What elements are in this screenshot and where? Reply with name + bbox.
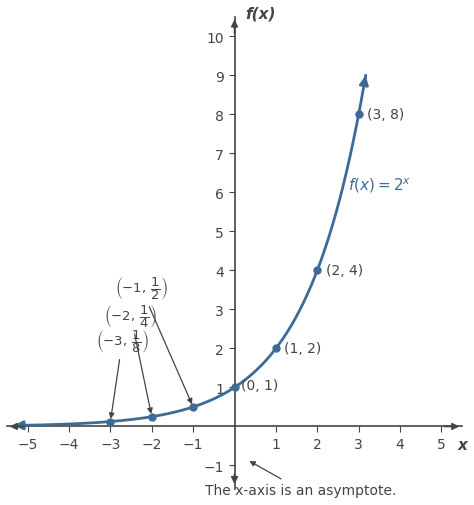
Text: (2, 4): (2, 4): [326, 264, 363, 278]
Text: x: x: [457, 437, 467, 451]
Text: (0, 1): (0, 1): [241, 379, 278, 393]
Text: The x-axis is an asymptote.: The x-axis is an asymptote.: [205, 462, 396, 497]
Text: $\left(-1,\,\dfrac{1}{2}\right)$: $\left(-1,\,\dfrac{1}{2}\right)$: [115, 275, 191, 403]
Text: $f(x) = 2^x$: $f(x) = 2^x$: [348, 176, 411, 194]
Text: f(x): f(x): [245, 6, 275, 21]
Text: (3, 8): (3, 8): [367, 108, 404, 122]
Text: $\left(-2,\,\dfrac{1}{4}\right)$: $\left(-2,\,\dfrac{1}{4}\right)$: [104, 302, 157, 413]
Text: (1, 2): (1, 2): [284, 342, 321, 356]
Text: $\left(-3,\,\dfrac{1}{8}\right)$: $\left(-3,\,\dfrac{1}{8}\right)$: [96, 327, 149, 418]
